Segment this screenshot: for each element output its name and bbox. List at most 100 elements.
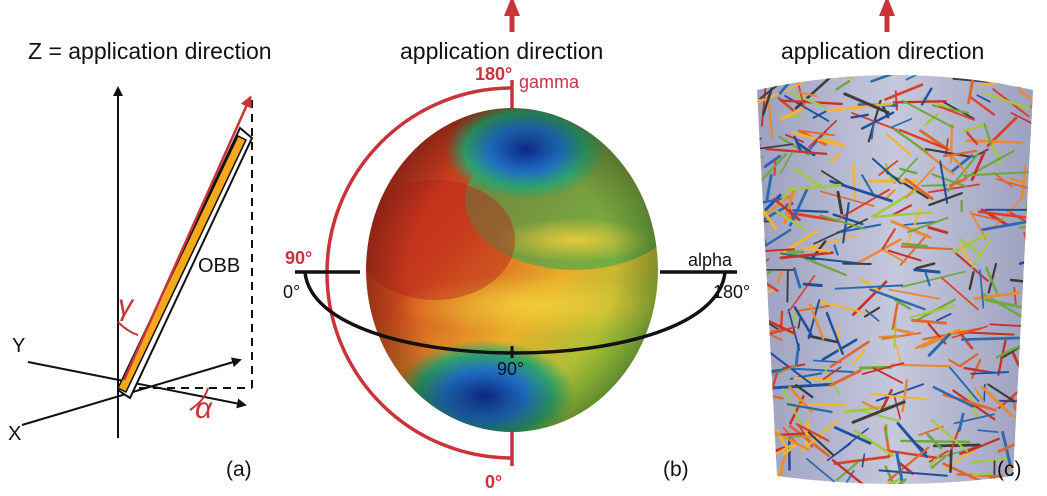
fiber-segment	[757, 253, 764, 271]
fiber-segment	[963, 366, 994, 374]
fiber-segment	[787, 274, 816, 314]
fiber-segment	[861, 362, 905, 375]
fiber-segment	[1009, 177, 1027, 185]
gamma-bottom-label: 0°	[485, 472, 502, 492]
fiber-segment	[826, 442, 852, 462]
fiber-segment	[871, 157, 902, 185]
fiber-segment	[831, 469, 855, 484]
alpha-label: alpha	[688, 250, 733, 270]
fiber-segment	[818, 300, 866, 314]
fiber-segment	[980, 385, 1014, 418]
fiber-segment	[959, 237, 985, 258]
fiber-segment	[952, 156, 968, 174]
fiber-segment	[843, 92, 890, 114]
fiber-segment	[792, 267, 802, 289]
fiber-segment	[786, 183, 842, 191]
fiber-segment	[761, 87, 773, 116]
fiber-segment	[997, 339, 1007, 376]
fiber-segment	[852, 163, 856, 200]
axes-diagram: Y X OBB γ α	[8, 86, 254, 445]
fiber-segment	[757, 258, 770, 284]
fiber-segment	[957, 412, 965, 432]
fiber-segment	[779, 107, 803, 121]
fiber-segment	[768, 326, 797, 336]
fiber-segment	[1024, 75, 1033, 89]
fiber-segment	[930, 455, 947, 469]
fiber-segment	[1031, 142, 1033, 145]
fiber-segment	[950, 154, 974, 174]
fiber-segment	[936, 313, 952, 322]
fiber-segment	[764, 147, 828, 156]
fiber-segment	[1013, 406, 1029, 418]
fiber-segment	[971, 472, 992, 477]
fiber-segment	[757, 156, 764, 161]
fiber-segment	[778, 432, 805, 436]
fiber-segment	[793, 135, 802, 151]
gamma-top-label: 180°	[475, 64, 512, 84]
fiber-segment	[1029, 435, 1033, 446]
fiber-segment	[797, 129, 835, 137]
fiber-segment	[833, 426, 872, 445]
fiber-segment	[905, 166, 936, 199]
fiber-segment	[924, 148, 971, 158]
fiber-segment	[938, 105, 975, 121]
fiber-segment	[861, 453, 866, 468]
fiber-segment	[872, 477, 902, 484]
caption-b: (b)	[663, 458, 689, 481]
fiber-segment	[900, 245, 954, 251]
fiber-segment	[1010, 112, 1033, 129]
fiber-segment	[787, 308, 801, 351]
fiber-segment	[893, 128, 929, 154]
fiber-volume-render	[757, 0, 1033, 484]
fiber-segment	[924, 271, 931, 287]
fiber-segment	[1031, 103, 1033, 113]
fiber-segment	[921, 184, 948, 187]
fiber-segment	[974, 387, 985, 403]
fiber-segment	[958, 244, 972, 265]
fiber-segment	[870, 119, 875, 140]
fiber-segment	[928, 192, 963, 207]
fiber-segment	[775, 209, 807, 231]
fiber-segment	[790, 367, 854, 374]
fiber-segment	[870, 75, 894, 83]
fiber-segment	[880, 388, 893, 412]
fiber-segment	[860, 111, 895, 130]
fiber-segment	[969, 96, 996, 116]
obb-label: OBB	[198, 255, 240, 277]
fiber-segment	[757, 378, 759, 400]
fiber-segment	[804, 256, 861, 265]
fiber-segment	[869, 288, 926, 311]
fiber-segment	[965, 437, 1000, 454]
fiber-segment	[850, 113, 869, 119]
alpha-left-label: 0°	[283, 282, 300, 302]
fiber-segment	[966, 331, 1015, 336]
fiber-segment	[757, 75, 802, 85]
fiber-segment	[893, 298, 912, 310]
fiber-segment	[980, 219, 1033, 232]
fiber-segment	[786, 403, 833, 414]
fiber-segment	[931, 104, 969, 114]
fiber-segment	[819, 214, 866, 230]
fiber-segment	[987, 383, 1015, 402]
fiber-segment	[895, 344, 902, 364]
fiber-segment	[1022, 276, 1026, 303]
fiber-segment	[904, 177, 934, 201]
fiber-segment	[852, 348, 867, 365]
fibers	[757, 75, 1033, 484]
fiber-segment	[920, 87, 933, 106]
fiber-segment	[884, 465, 904, 484]
fiber-segment	[779, 251, 834, 260]
fiber-segment	[932, 385, 975, 408]
fiber-segment	[757, 143, 794, 153]
panel-a-title: Z = application direction	[28, 38, 272, 64]
fiber-segment	[797, 90, 818, 98]
fiber-segment	[1029, 396, 1033, 425]
fiber-segment	[963, 171, 1031, 177]
alpha-right-label: 180°	[713, 282, 750, 302]
fiber-segment	[757, 220, 771, 223]
fiber-segment	[880, 478, 907, 484]
fiber-segment	[1013, 286, 1017, 306]
fiber-segment	[757, 391, 761, 412]
fiber-segment	[797, 82, 806, 110]
fiber-segment	[998, 399, 1021, 403]
